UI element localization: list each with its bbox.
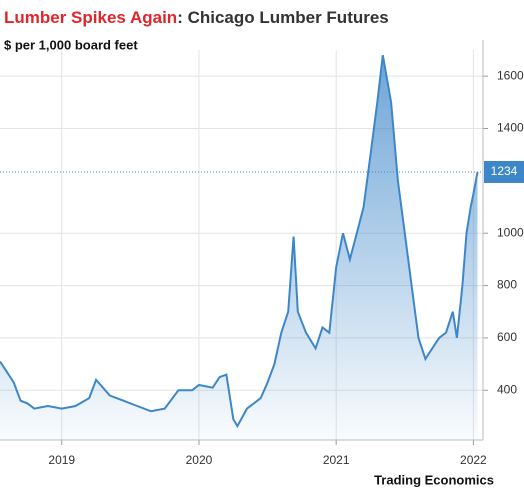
y-tick-label: 1400 xyxy=(497,121,524,135)
source: Trading Economics xyxy=(374,472,494,487)
last-value-box xyxy=(484,160,524,183)
last-value-label: 1234 xyxy=(491,164,518,178)
y-tick-label: 1000 xyxy=(497,225,524,239)
title-highlight: Lumber Spikes Again xyxy=(4,8,177,27)
title: : Chicago Lumber Futures xyxy=(177,8,389,27)
y-tick-label: 600 xyxy=(497,330,517,344)
area xyxy=(0,55,478,440)
line xyxy=(0,55,479,429)
x-tick-label: 2019 xyxy=(48,453,75,467)
x-tick-label: 2021 xyxy=(323,453,350,467)
x-tick-label: 2022 xyxy=(460,453,487,467)
x-tick-label: 2020 xyxy=(186,453,213,467)
chart-title: Lumber Spikes Again: Chicago Lumber Futu… xyxy=(4,8,389,27)
y-tick-label: 400 xyxy=(497,382,517,396)
subtitle: $ per 1,000 board feet xyxy=(4,37,138,52)
y-tick-label: 800 xyxy=(497,278,517,292)
y-tick-label: 1600 xyxy=(497,68,524,82)
